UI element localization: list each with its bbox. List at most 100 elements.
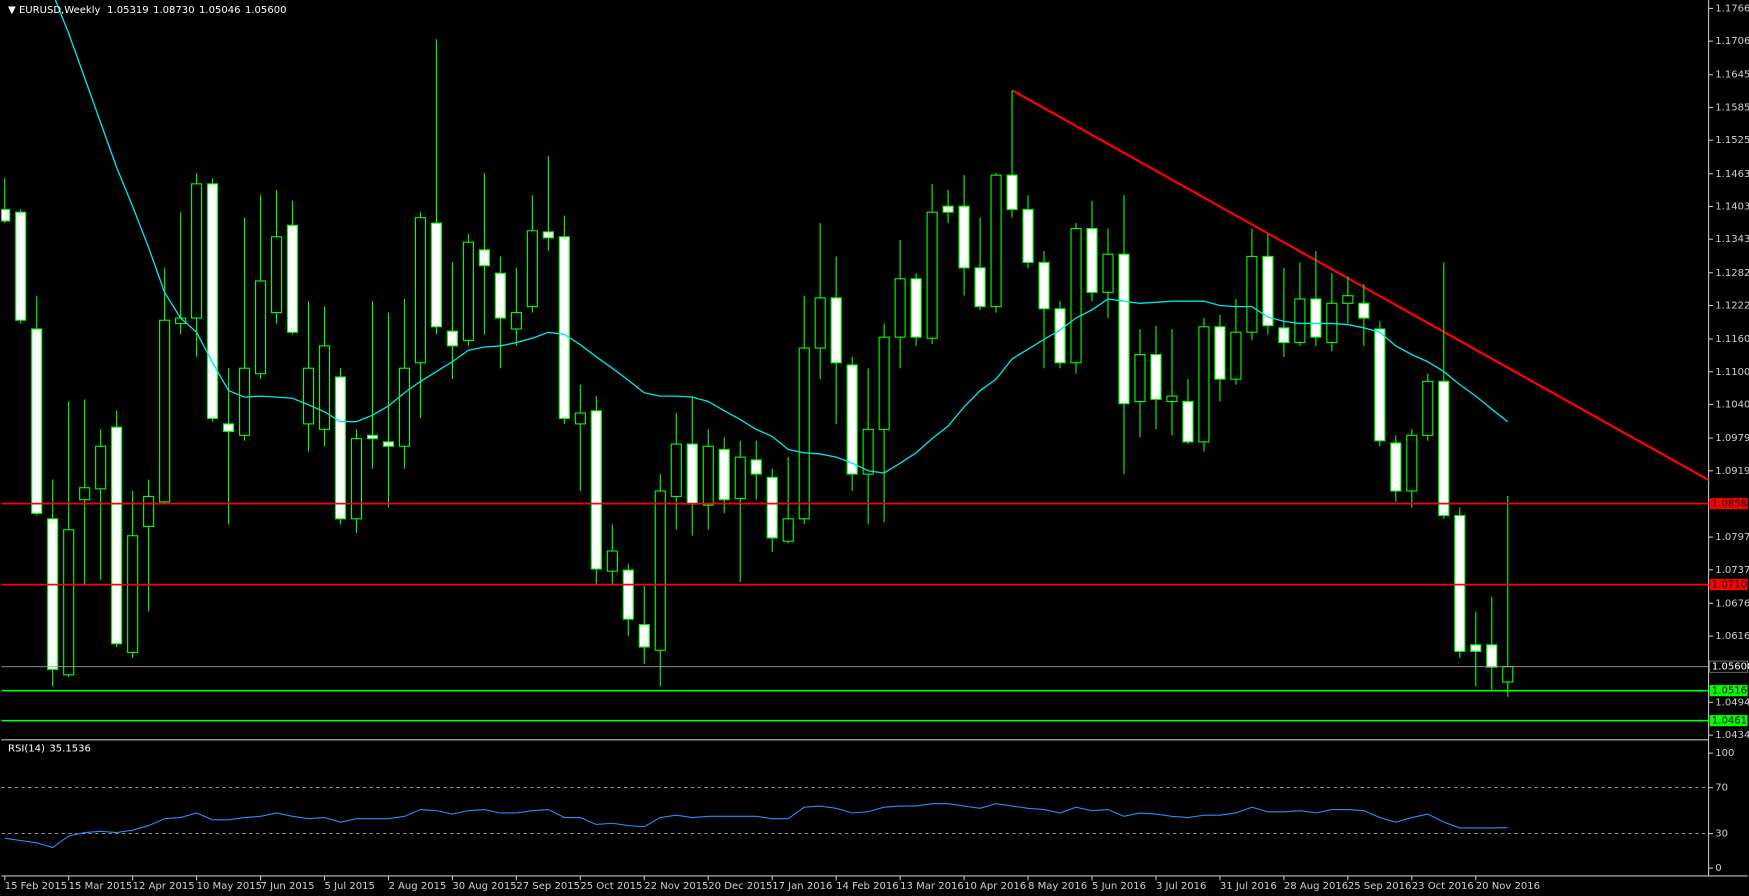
candle-body <box>1358 302 1370 319</box>
header: ▼ EURUSD,Weekly 1.05319 1.08730 1.05046 1.05… <box>8 5 286 16</box>
x-tick-label: 30 Aug 2015 <box>452 881 516 892</box>
candle-body <box>494 272 506 319</box>
candle-body <box>1454 514 1466 652</box>
y-tick-label: 1.14035 <box>1715 201 1749 212</box>
candle-body <box>1006 174 1018 211</box>
candle-body <box>910 278 922 338</box>
candle-body <box>574 412 586 425</box>
candle-body <box>1502 666 1514 683</box>
y-tick-label: 1.04945 <box>1715 697 1749 708</box>
candle-body <box>1230 331 1242 380</box>
x-tick-label: 27 Sep 2015 <box>516 881 580 892</box>
x-tick-label: 5 Jul 2015 <box>325 881 375 892</box>
x-tick-label: 2 Aug 2015 <box>388 881 446 892</box>
candle-body <box>446 330 459 347</box>
candle-body <box>942 205 954 213</box>
moving-average <box>54 0 1509 474</box>
candle-body <box>398 367 411 447</box>
candle-body <box>958 205 970 269</box>
rsi-value: 35.1536 <box>49 744 90 755</box>
candle-body <box>510 312 522 330</box>
x-tick-label: 25 Sep 2016 <box>1348 881 1412 892</box>
candle-body <box>766 476 778 539</box>
x-tick-label: 23 Oct 2016 <box>1412 881 1474 892</box>
x-tick-label: 13 Mar 2016 <box>900 881 964 892</box>
candle-body <box>862 428 874 475</box>
symbol: EURUSD,Weekly <box>19 5 101 16</box>
candle-body <box>1070 228 1082 364</box>
candle-body <box>606 550 618 572</box>
candle-body <box>478 249 490 267</box>
candle-body <box>95 445 107 490</box>
rsi-tick-label: 0 <box>1715 863 1721 874</box>
candle-body <box>670 443 682 498</box>
candle-body <box>366 434 379 440</box>
rsi-line <box>4 803 1508 849</box>
rsi-panel <box>1 787 1709 849</box>
x-tick-label: 20 Dec 2015 <box>708 881 772 892</box>
level-label: 1.04610 <box>1712 716 1749 727</box>
y-tick-label: 1.15250 <box>1715 135 1749 146</box>
axes: 1.17665 1.17065 1.16450 1.15850 1.15250 1.146… <box>4 3 1749 892</box>
rsi-tick-label: 70 <box>1715 783 1728 794</box>
candle-body <box>1086 228 1098 293</box>
candle-body <box>1342 295 1354 304</box>
level-label-box <box>1709 498 1748 510</box>
candle-body <box>79 487 91 501</box>
candle-body <box>462 241 475 341</box>
candle-body <box>1310 298 1322 338</box>
x-tick-label: 5 Jun 2016 <box>1092 881 1146 892</box>
main-panel <box>1 0 1709 722</box>
candle-body <box>1486 644 1498 668</box>
candle-body <box>1262 255 1274 327</box>
candle-body <box>1150 354 1162 400</box>
level-label-box <box>1709 579 1748 591</box>
candle-body <box>334 376 347 520</box>
candle-body <box>222 423 235 433</box>
candle-body <box>254 280 267 375</box>
y-tick-label: 1.13435 <box>1715 234 1749 245</box>
candle-body <box>191 183 203 319</box>
candle-body <box>1198 326 1210 443</box>
x-tick-label: 10 Apr 2016 <box>964 881 1026 892</box>
x-tick-label: 3 Jul 2016 <box>1156 881 1206 892</box>
candle-body <box>782 518 794 542</box>
candle-body <box>159 319 171 503</box>
candle-body <box>750 459 762 475</box>
candle-body <box>830 297 842 364</box>
candle-body <box>1134 354 1146 403</box>
level-label: 1.07104 <box>1712 580 1749 591</box>
candle-body <box>526 230 538 308</box>
candle-body <box>1054 308 1066 364</box>
x-tick-label: 10 May 2015 <box>197 881 262 892</box>
bid-label: 1.05600 <box>1712 662 1749 673</box>
candle-body <box>302 367 315 425</box>
candle-body <box>111 426 123 645</box>
candle-body <box>542 231 554 239</box>
candle-body <box>878 336 890 430</box>
candle-body <box>286 224 299 333</box>
candle-body <box>63 529 75 676</box>
y-tick-label: 1.07975 <box>1715 532 1749 543</box>
candle-body <box>558 236 570 419</box>
y-tick-label: 1.10405 <box>1715 400 1749 411</box>
level-label: 1.05160 <box>1712 686 1749 697</box>
y-tick-label: 1.11605 <box>1715 334 1749 345</box>
x-tick-label: 17 Jan 2016 <box>772 881 832 892</box>
y-tick-label: 1.17665 <box>1715 3 1749 14</box>
x-tick-label: 31 Jul 2016 <box>1220 881 1277 892</box>
candle-body <box>814 297 826 349</box>
candle-body <box>990 174 1002 308</box>
y-tick-label: 1.07375 <box>1715 565 1749 576</box>
x-tick-label: 7 Jun 2015 <box>261 881 315 892</box>
candle-body <box>430 222 443 328</box>
y-tick-label: 1.11005 <box>1715 367 1749 378</box>
x-tick-label: 15 Feb 2015 <box>5 881 67 892</box>
candle-body <box>798 347 810 520</box>
candle-body <box>31 328 43 514</box>
open-label: 1.05319 <box>107 5 148 16</box>
rsi-title: RSI(14) 35.1536 <box>8 744 91 755</box>
candle-body <box>1166 395 1178 403</box>
header-icon: ▼ <box>8 5 19 16</box>
